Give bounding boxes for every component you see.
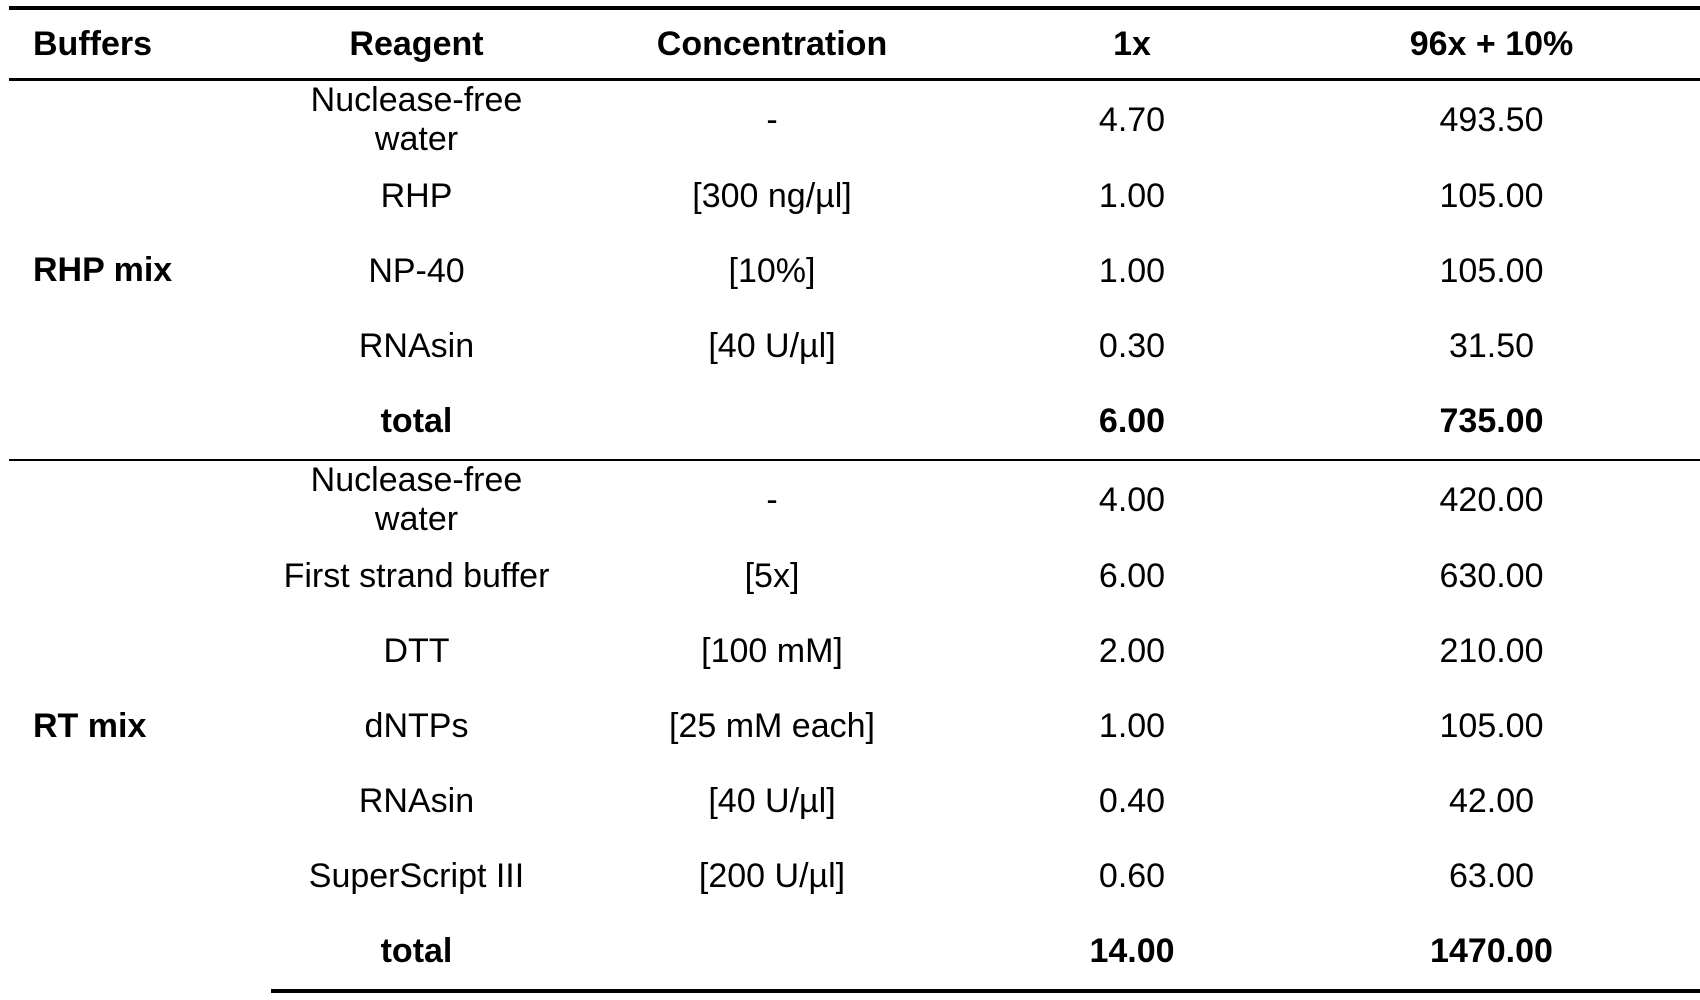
cell-96x: 630.00: [1439, 557, 1544, 595]
cell-concentration: -: [766, 100, 778, 139]
cell-concentration: [5x]: [744, 557, 800, 595]
table-header: Buffers Reagent Concentration 1x 96x + 1…: [9, 6, 1700, 81]
table-row: RNAsin [40 U/µl] 0.40 42.00: [9, 764, 1700, 839]
cell-reagent: DTT: [383, 632, 450, 670]
cell-concentration: [40 U/µl]: [708, 327, 836, 365]
cell-96x: 42.00: [1448, 782, 1535, 820]
header-concentration: Concentration: [562, 6, 982, 81]
header-1x: 1x: [982, 6, 1282, 81]
cell-96x: 105.00: [1439, 707, 1544, 745]
table-row: dNTPs [25 mM each] 1.00 105.00: [9, 689, 1700, 764]
cell-concentration: -: [562, 459, 982, 539]
cell-concentration: [100 mM]: [701, 632, 843, 670]
cell-concentration: [562, 384, 982, 460]
table-row: RHP mix Nuclease-free water - 4.70 493.5…: [9, 80, 1700, 289]
header-96x: 96x + 10%: [1282, 6, 1700, 81]
cell-96x: 31.50: [1448, 327, 1535, 365]
table-row: RNAsin [40 U/µl] 0.30 31.50: [9, 309, 1700, 384]
cell-1x: 6.00: [1098, 557, 1166, 595]
buffer-recipe-table: Buffers Reagent Concentration 1x 96x + 1…: [9, 6, 1700, 993]
cell-reagent: NP-40: [368, 252, 465, 290]
table-row: First strand buffer [5x] 6.00 630.00: [9, 539, 1700, 614]
cell-1x: 1.00: [1098, 252, 1166, 290]
cell-reagent: RNAsin: [358, 327, 475, 365]
cell-1x: 4.70: [1098, 100, 1166, 139]
cell-96x: 105.00: [1439, 252, 1544, 290]
group-rt-mix: RT mix Nuclease-free water - 4.00 420.00…: [9, 459, 1700, 993]
table-row: SuperScript III [200 U/µl] 0.60 63.00: [9, 839, 1700, 914]
cell-reagent-total: total: [271, 914, 562, 993]
cell-reagent: SuperScript III: [308, 857, 525, 895]
cell-reagent: dNTPs: [364, 707, 469, 745]
cell-96x: 210.00: [1439, 632, 1544, 670]
cell-96x: 493.50: [1439, 100, 1544, 139]
cell-96x-total: 735.00: [1439, 402, 1544, 440]
cell-1x: 0.60: [1098, 857, 1166, 895]
cell-96x: 420.00: [1282, 459, 1700, 539]
total-row: total 6.00 735.00: [9, 384, 1700, 460]
buffer-table-container: Buffers Reagent Concentration 1x 96x + 1…: [9, 6, 1700, 993]
cell-96x-total: 1470.00: [1282, 914, 1700, 993]
total-row: total 14.00 1470.00: [9, 914, 1700, 993]
table-row: DTT [100 mM] 2.00 210.00: [9, 614, 1700, 689]
table-row: RHP [300 ng/µl] 1.00 105.00: [9, 159, 1700, 234]
header-reagent: Reagent: [271, 6, 562, 81]
header-buffers: Buffers: [9, 6, 271, 81]
cell-concentration: [40 U/µl]: [708, 782, 836, 820]
cell-1x: 1.00: [1098, 177, 1166, 215]
group-rhp-mix: RHP mix Nuclease-free water - 4.70 493.5…: [9, 80, 1700, 461]
group-label-rhp-mix: RHP mix: [33, 250, 173, 289]
cell-reagent: Nuclease-free water: [310, 81, 523, 158]
cell-96x: 105.00: [1439, 177, 1544, 215]
cell-1x: 2.00: [1098, 632, 1166, 670]
cell-concentration: [300 ng/µl]: [692, 177, 852, 215]
cell-concentration: [200 U/µl]: [698, 857, 846, 895]
cell-1x: 4.00: [982, 459, 1282, 539]
cell-reagent: Nuclease-free water: [271, 459, 562, 539]
cell-concentration: [562, 914, 982, 993]
cell-concentration: [25 mM each]: [669, 707, 875, 745]
table-row: RT mix Nuclease-free water - 4.00 420.00: [9, 459, 1700, 991]
cell-reagent-total: total: [380, 402, 453, 440]
cell-1x: 1.00: [1098, 707, 1166, 745]
group-label-rt-mix: RT mix: [9, 459, 271, 991]
cell-1x: 0.30: [1098, 327, 1166, 365]
cell-1x-total: 6.00: [1098, 402, 1166, 440]
cell-1x: 0.40: [1098, 782, 1166, 820]
cell-reagent: RHP: [380, 177, 453, 215]
header-row: Buffers Reagent Concentration 1x 96x + 1…: [9, 6, 1700, 81]
table-row: NP-40 [10%] 1.00 105.00: [9, 234, 1700, 309]
cell-1x-total: 14.00: [982, 914, 1282, 993]
cell-96x: 63.00: [1448, 857, 1535, 895]
cell-reagent: First strand buffer: [283, 557, 550, 595]
cell-concentration: [10%]: [728, 252, 816, 290]
cell-reagent: RNAsin: [358, 782, 475, 820]
